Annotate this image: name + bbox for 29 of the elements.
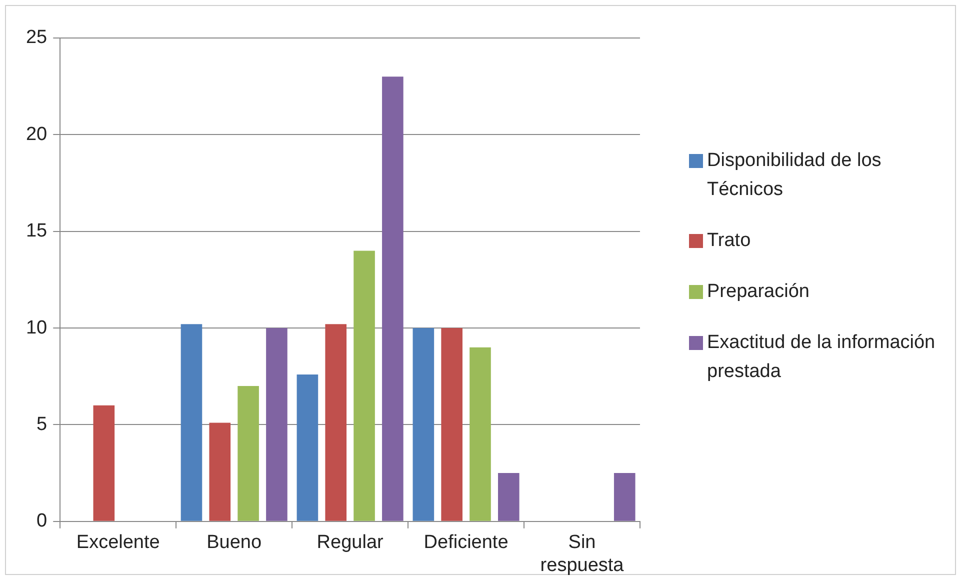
y-tick-label: 10	[26, 317, 48, 338]
bar	[209, 422, 231, 521]
bar	[470, 347, 491, 521]
x-tick-label: Sin respuesta	[540, 532, 624, 576]
x-tick-label: Deficiente	[424, 532, 508, 554]
x-tick-label: Bueno	[206, 532, 262, 554]
bar	[296, 374, 318, 521]
legend-label: Disponibilidad de los Técnicos	[707, 149, 882, 202]
bar	[354, 250, 375, 521]
y-tick-label: 0	[36, 510, 48, 532]
x-tick-label: Excelente	[76, 532, 160, 554]
legend-label: Exactitud de la información prestada	[707, 331, 936, 384]
bar	[266, 328, 288, 521]
x-tick-label: Regular	[316, 532, 384, 554]
y-tick-label: 25	[26, 27, 48, 48]
bar	[614, 473, 636, 521]
bar	[498, 473, 520, 521]
y-tick-label: 15	[26, 220, 48, 242]
bar	[238, 386, 259, 521]
legend-label: Preparación	[707, 280, 810, 304]
bar	[180, 324, 202, 521]
bar	[93, 405, 115, 521]
legend-label: Trato	[707, 229, 751, 253]
bar	[382, 76, 404, 521]
y-tick-label: 5	[36, 414, 48, 435]
y-tick-label: 20	[26, 124, 48, 145]
bar	[325, 324, 347, 521]
bar	[441, 328, 462, 521]
bar	[412, 328, 434, 521]
